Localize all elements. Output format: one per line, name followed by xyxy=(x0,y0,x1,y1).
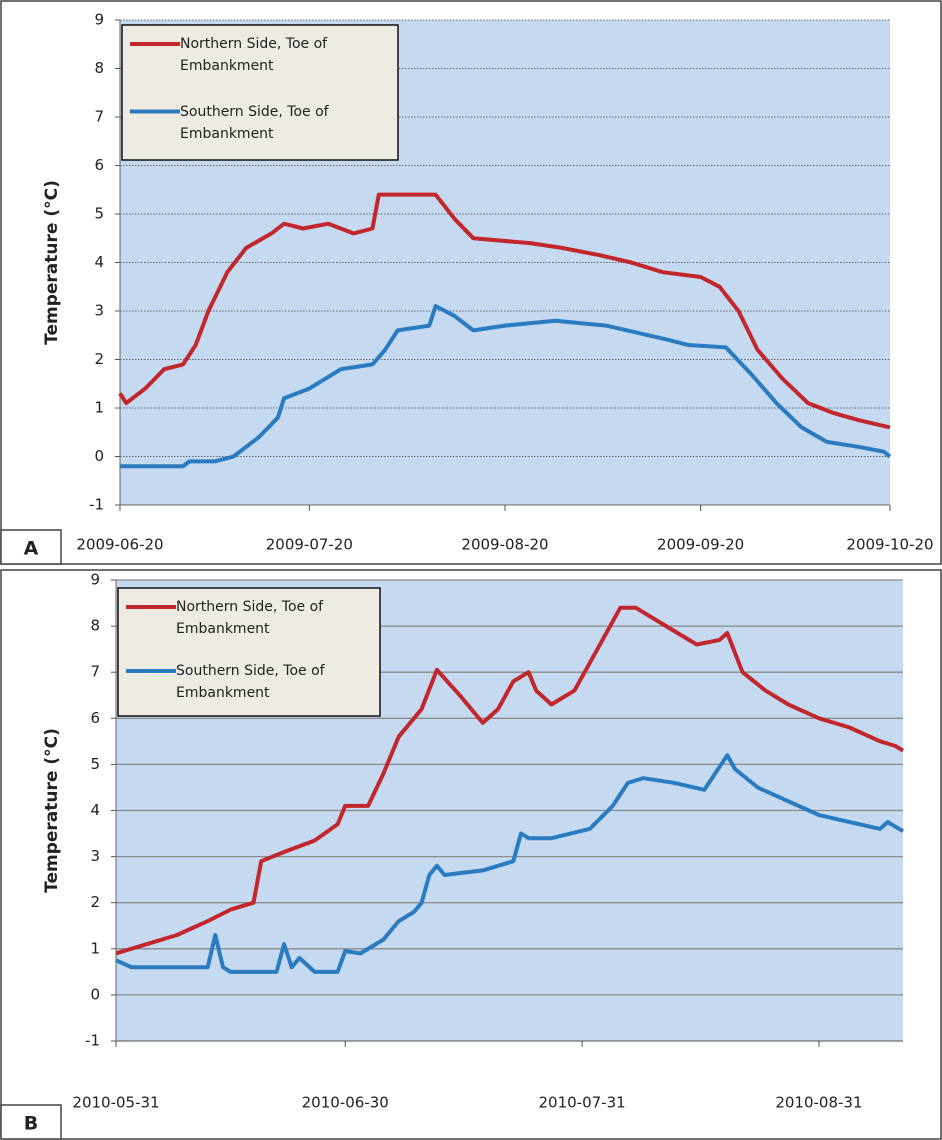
y-tick-label: 9 xyxy=(94,11,104,29)
y-axis-label: Temperature (°C) xyxy=(42,728,62,893)
y-tick-label: 7 xyxy=(94,108,104,126)
series-line xyxy=(118,192,891,430)
legend-entry: Southern Side, Toe of Embankment xyxy=(180,103,329,142)
legend-entry: Northern Side, Toe of Embankment xyxy=(176,599,324,637)
y-tick-label: -1 xyxy=(85,1032,100,1050)
x-tick-label: 2009-06-20 xyxy=(76,536,163,554)
y-tick-label: 3 xyxy=(94,302,104,320)
y-tick-label: 8 xyxy=(94,59,104,77)
y-tick-label: 7 xyxy=(90,663,100,681)
y-tick-label: 0 xyxy=(94,447,104,465)
legend-box xyxy=(117,587,381,717)
y-tick-label: 5 xyxy=(90,755,100,773)
legend-entry: Southern Side, Toe of Embankment xyxy=(176,663,325,701)
x-tick-label: 2010-05-31 xyxy=(72,1094,159,1112)
x-tick-label: 2009-09-20 xyxy=(657,536,744,554)
y-tick-label: 6 xyxy=(90,709,100,727)
series-line xyxy=(115,605,905,956)
panel-label: B xyxy=(24,1113,38,1135)
legend-entry: Northern Side, Toe of Embankment xyxy=(180,36,328,74)
y-tick-label: 6 xyxy=(94,156,104,174)
y-tick-label: 4 xyxy=(94,253,104,271)
y-tick-label: 1 xyxy=(94,399,104,417)
legend-label: Northern Side, Toe of Embankment xyxy=(180,36,328,74)
y-axis-label: Temperature (°C) xyxy=(42,180,62,345)
panel-label: A xyxy=(24,538,39,560)
y-tick-label: 0 xyxy=(90,985,100,1003)
panel-label-box xyxy=(0,529,62,565)
x-tick-label: 2009-08-20 xyxy=(461,536,548,554)
y-tick-label: 8 xyxy=(90,617,100,635)
x-tick-label: 2009-10-20 xyxy=(846,536,933,554)
legend-label: Northern Side, Toe of Embankment xyxy=(176,599,324,637)
y-tick-label: 1 xyxy=(90,939,100,957)
x-tick-label: 2009-07-20 xyxy=(266,536,353,554)
legend-label: Southern Side, Toe of Embankment xyxy=(176,663,325,701)
panel-label-box xyxy=(0,1104,62,1140)
series-line xyxy=(120,304,892,469)
panel-frame xyxy=(0,0,942,565)
y-tick-label: 9 xyxy=(90,571,100,589)
y-tick-label: 2 xyxy=(90,893,100,911)
y-tick-label: 5 xyxy=(94,205,104,223)
panel-frame xyxy=(0,569,942,1140)
y-tick-label: 2 xyxy=(94,350,104,368)
x-tick-label: 2010-08-31 xyxy=(775,1094,862,1112)
x-tick-label: 2010-06-30 xyxy=(302,1094,389,1112)
y-tick-label: 4 xyxy=(90,801,100,819)
x-tick-label: 2010-07-31 xyxy=(538,1094,625,1112)
legend-box xyxy=(121,24,399,161)
y-tick-label: 3 xyxy=(90,847,100,865)
y-tick-label: -1 xyxy=(89,496,104,514)
legend-label: Southern Side, Toe of Embankment xyxy=(180,103,329,142)
series-line xyxy=(115,753,905,974)
